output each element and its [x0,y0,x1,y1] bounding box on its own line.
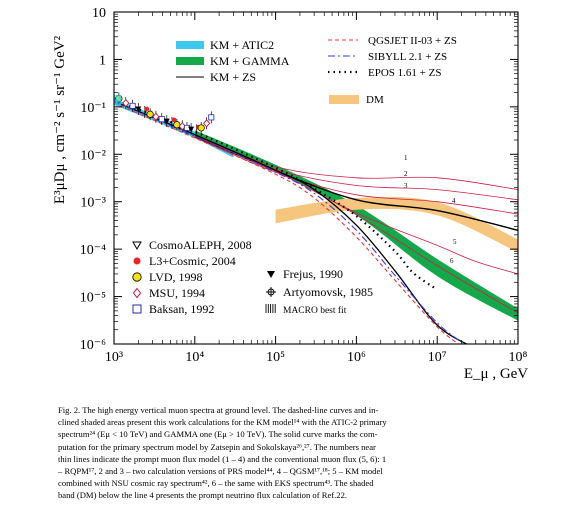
x-tick-label: 10⁵ [266,350,285,365]
caption-line: combined with NSU cosmic ray spectrum⁴²,… [58,478,374,489]
x-tick-label: 10⁶ [347,350,366,365]
curve-epos-1-61-zs [114,98,438,291]
legend-entry: Frejus, 1990 [283,267,343,281]
legend-entry: Baksan, 1992 [149,302,214,316]
legend-entry: MACRO best fit [283,305,347,316]
muon-spectrum-figure: 1 2 3 4 5 6 10³ 10⁴ 10⁵ 10⁶ 10⁷ 10⁸ 10 1 10⁻¹ 10⁻² 10⁻³ 1… [52,6,528,382]
caption-line: spectrum²⁴ (Eμ < 10 TeV) and GAMMA one (… [58,429,378,440]
x-axis-label: E_μ , GeV [464,366,528,382]
curve-label-2: 2 [404,170,408,178]
legend-marker [133,257,141,265]
legend-entry: KM + ATIC2 [210,38,274,52]
data-point-lvd [146,110,154,118]
y-tick-label: 10 [92,6,106,21]
caption-line: putation for the primary spectrum model … [58,441,376,452]
caption-line: – RQPM¹⁷, 2 and 3 – two calculation vers… [58,466,383,477]
chart-svg: 1 2 3 4 5 6 10³ 10⁴ 10⁵ 10⁶ 10⁷ 10⁸ 10 1 10⁻¹ 10⁻² 10⁻³ 1… [52,6,528,382]
band-dm [275,196,518,253]
data-point-lvd [173,121,181,129]
data-point-baksan [129,102,136,109]
figure-caption: Fig. 2. The high energy vertical muon sp… [58,404,558,502]
curve-label-6: 6 [450,257,454,265]
legend-entry: QGSJET II-03 + ZS [368,35,457,47]
data-point-frejus [163,118,170,125]
x-tick-label: 10⁸ [509,350,528,365]
curve-1 [194,135,518,190]
legend-swatch [176,57,204,65]
curve-sibyll-2-1-zs [114,100,462,343]
legend-marker [132,241,142,251]
legend-entry: MSU, 1994 [149,286,205,300]
y-tick-label: 10⁻² [80,148,106,163]
legend-entry: CosmoALEPH, 2008 [149,238,252,252]
y-tick-label: 10⁻¹ [80,101,106,116]
legend-swatch-dm [329,95,359,104]
plot-frame [113,11,519,345]
x-tick-label: 10⁴ [185,350,204,365]
data-point-lvd [197,124,205,132]
y-tick-label: 10⁻⁵ [80,291,106,306]
y-tick-label: 10⁻³ [80,196,106,211]
legend-marker [267,271,275,278]
curve-km-zs [114,100,469,344]
data-point-l3 [171,117,177,123]
data-point-frejus [135,106,142,113]
legend-entry: KM + GAMMA [210,54,290,68]
caption-line: band (DM) below the line 4 presents the … [58,490,348,501]
curve-3 [194,136,518,215]
legend-entry: SIBYLL 2.1 + ZS [368,51,447,63]
caption-line: clined shaded areas present this work ca… [58,417,387,428]
x-tick-label: 10⁷ [428,350,447,365]
legend-entry: KM + ZS [210,70,256,84]
legend-entry: Artyomovsk, 1985 [283,285,373,299]
y-tick-label: 1 [99,53,106,68]
caption-line: Fig. 2. The high energy vertical muon sp… [58,405,379,415]
data-point-msu [203,119,211,128]
y-tick-label: 10⁻⁴ [80,243,106,258]
data-point-msu [152,112,160,121]
legend-marker [132,272,142,282]
data-point-baksan [158,116,165,123]
legend-entry: L3+Cosmic, 2004 [149,254,236,268]
curve-label-5: 5 [453,238,457,246]
legend-entry: LVD, 1998 [149,270,203,284]
data-point-baksan [208,114,215,121]
legend-marker [266,287,276,297]
caption-line: thin lines indicate the prompt muon flux… [58,453,387,464]
data-point-msu [122,98,130,108]
y-axis-label: E³μDμ , cm⁻² s⁻¹ sr⁻¹ GeV² [52,35,68,204]
data-point-baksan [183,124,190,131]
curve-2 [194,135,518,201]
y-tick-label: 10⁻⁶ [80,338,106,353]
curve-label-3: 3 [404,182,408,190]
band-km-gamma [194,130,518,321]
legend-marker [132,304,142,314]
curve-label-1: 1 [404,154,408,162]
curve-label-4: 4 [452,197,456,205]
data-point-frejus [188,126,195,133]
legend-entry: EPOS 1.61 + ZS [368,67,441,79]
legend-marker [132,287,142,299]
curve-6 [194,135,518,314]
legend-entry: DM [366,94,384,106]
legend-swatch [176,41,204,49]
x-tick-label: 10³ [105,350,123,365]
data-point-l3 [144,106,150,112]
